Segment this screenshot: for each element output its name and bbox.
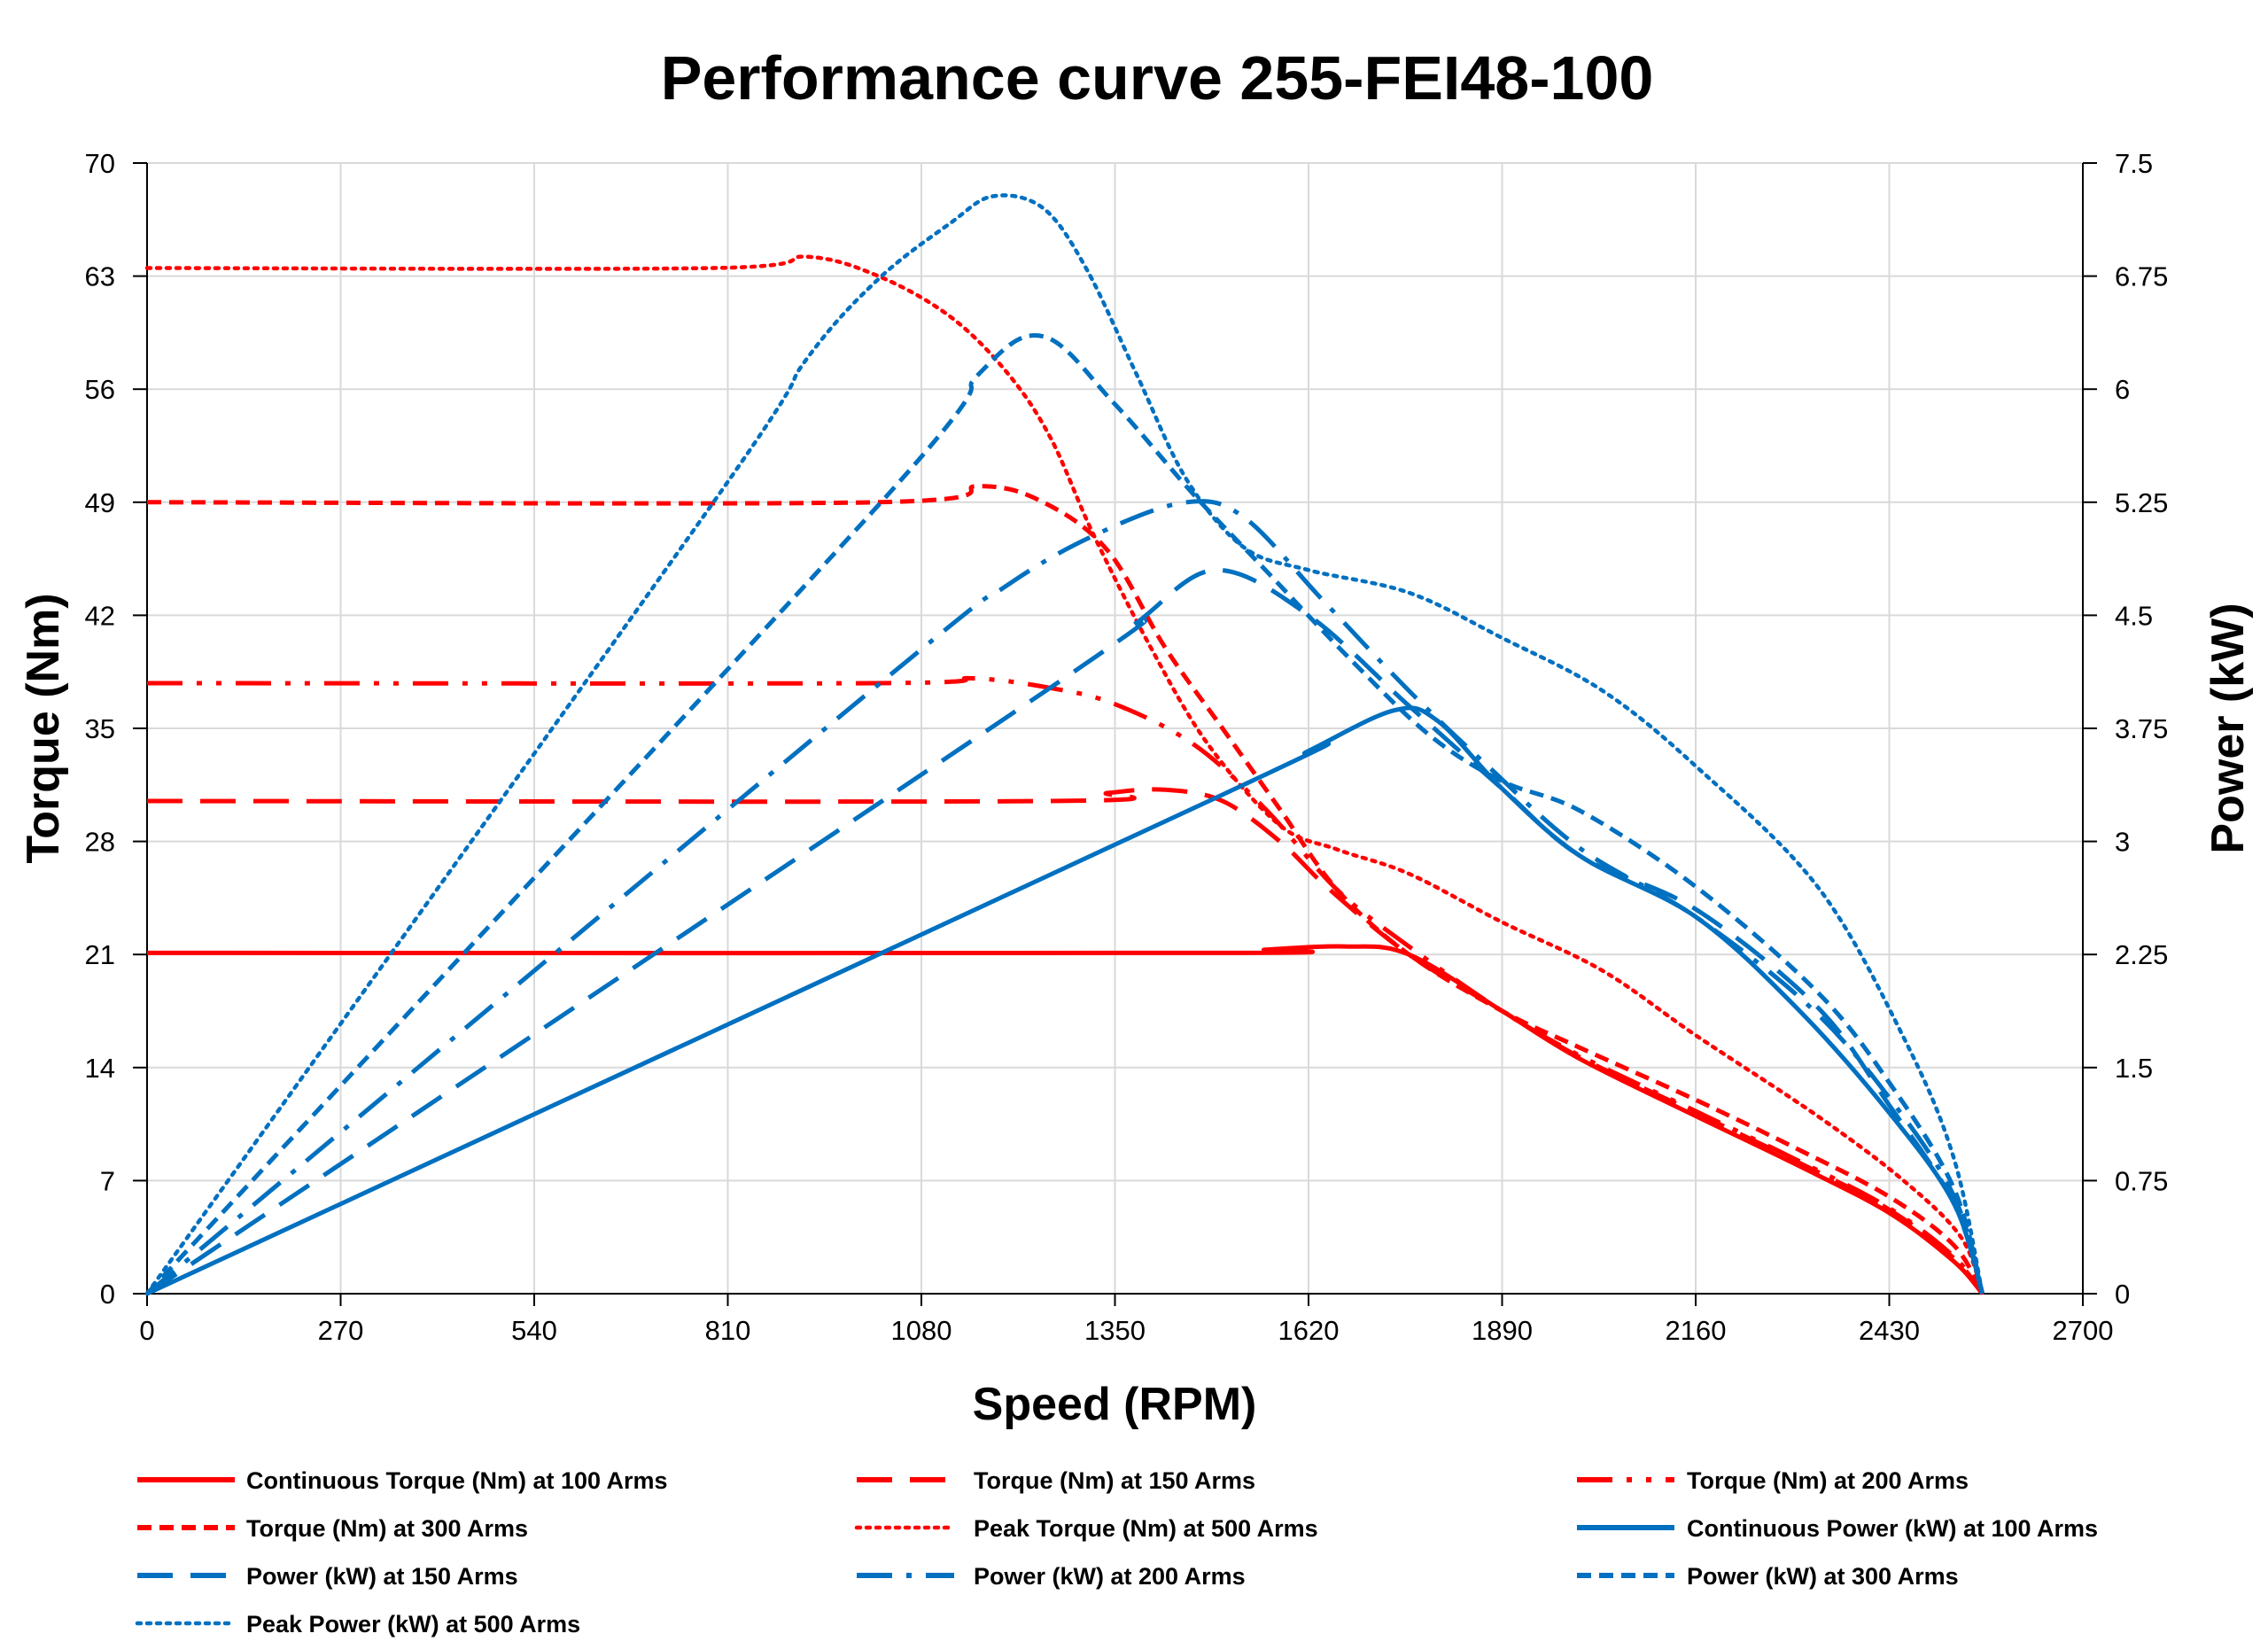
- y-tick-label: 14: [85, 1053, 115, 1084]
- y2-tick-label: 4.5: [2115, 600, 2153, 631]
- legend-label: Power (kW) at 150 Arms: [246, 1563, 518, 1590]
- y-tick-label: 0: [100, 1279, 115, 1310]
- gridlines: [147, 162, 2084, 1294]
- legend: Continuous Torque (Nm) at 100 Arms Torque…: [135, 1467, 2098, 1637]
- y2-tick-label: 3: [2115, 827, 2130, 858]
- x-tick-label: 2430: [1859, 1315, 1920, 1346]
- x-tick-label: 810: [705, 1315, 751, 1346]
- x-tick-label: 1890: [1472, 1315, 1533, 1346]
- tick-labels: 0 270 540 810 1080 1350 1620 1890 2160 2430 270007…: [85, 148, 2169, 1346]
- y2-tick-label: 2.25: [2115, 939, 2168, 970]
- legend-label: Continuous Torque (Nm) at 100 Arms: [246, 1467, 668, 1494]
- y2-tick-label: 5.25: [2115, 487, 2168, 518]
- y-tick-label: 49: [85, 487, 115, 518]
- y2-tick-label: 0: [2115, 1279, 2130, 1310]
- y-tick-label: 63: [85, 261, 115, 292]
- x-tick-label: 1620: [1278, 1315, 1340, 1346]
- legend-item: Power (kW) at 300 Arms: [1577, 1563, 1959, 1590]
- legend-label: Peak Torque (Nm) at 500 Arms: [974, 1515, 1318, 1542]
- y-axis-label: Torque (Nm): [18, 593, 69, 863]
- legend-item: Power (kW) at 200 Arms: [857, 1563, 1246, 1590]
- series-peak-torque-nm-at-500-arms: [144, 254, 1984, 1296]
- series-power-kw-at-200-arms: [145, 499, 1985, 1295]
- chart-title: Performance curve 255-FEI48-100: [661, 43, 1654, 113]
- legend-label: Power (kW) at 300 Arms: [1687, 1563, 1959, 1590]
- series-lines: [144, 193, 1985, 1296]
- x-tick-label: 0: [139, 1315, 154, 1346]
- x-tick-label: 1350: [1084, 1315, 1146, 1346]
- x-tick-label: 2160: [1666, 1315, 1727, 1346]
- legend-item: Torque (Nm) at 150 Arms: [857, 1467, 1255, 1494]
- legend-label: Power (kW) at 200 Arms: [974, 1563, 1246, 1590]
- x-tick-label: 270: [318, 1315, 364, 1346]
- series-peak-power-kw-at-500-arms: [144, 193, 1984, 1296]
- series-torque-nm-at-150-arms: [146, 787, 1984, 1295]
- y-tick-label: 70: [85, 148, 115, 179]
- legend-item: Continuous Power (kW) at 100 Arms: [1577, 1515, 2098, 1542]
- legend-label: Peak Power (kW) at 500 Arms: [246, 1611, 580, 1637]
- y2-tick-label: 1.5: [2115, 1053, 2153, 1084]
- x-tick-label: 540: [511, 1315, 557, 1346]
- y2-tick-label: 0.75: [2115, 1165, 2168, 1196]
- y2-tick-label: 6.75: [2115, 261, 2168, 292]
- legend-label: Continuous Power (kW) at 100 Arms: [1687, 1515, 2098, 1542]
- y-tick-label: 56: [85, 374, 115, 405]
- series-torque-nm-at-300-arms: [146, 484, 1984, 1295]
- y-tick-label: 28: [85, 827, 115, 858]
- series-continuous-power-kw-at-100-arms: [145, 705, 1985, 1296]
- x-tick-label: 2700: [2053, 1315, 2114, 1346]
- axes: [133, 162, 2097, 1306]
- series-torque-nm-at-200-arms: [146, 675, 1984, 1295]
- legend-item: Torque (Nm) at 300 Arms: [137, 1515, 528, 1542]
- series-continuous-torque-nm-at-100-arms: [146, 944, 1984, 1295]
- y-tick-label: 35: [85, 713, 115, 744]
- series-power-kw-at-150-arms: [145, 567, 1985, 1296]
- series-power-kw-at-300-arms: [145, 333, 1985, 1295]
- legend-item: Peak Torque (Nm) at 500 Arms: [854, 1515, 1318, 1542]
- y2-tick-label: 3.75: [2115, 713, 2168, 744]
- legend-item: Power (kW) at 150 Arms: [137, 1563, 518, 1590]
- legend-label: Torque (Nm) at 200 Arms: [1687, 1467, 1969, 1494]
- legend-label: Torque (Nm) at 150 Arms: [974, 1467, 1255, 1494]
- y-tick-label: 21: [85, 939, 115, 970]
- legend-item: Peak Power (kW) at 500 Arms: [135, 1611, 580, 1637]
- y2-tick-label: 6: [2115, 374, 2130, 405]
- legend-item: Continuous Torque (Nm) at 100 Arms: [137, 1467, 668, 1494]
- legend-label: Torque (Nm) at 300 Arms: [246, 1515, 528, 1542]
- y-tick-label: 7: [100, 1165, 115, 1196]
- x-tick-label: 1080: [891, 1315, 952, 1346]
- y2-axis-label: Power (kW): [2202, 603, 2254, 853]
- legend-item: Torque (Nm) at 200 Arms: [1577, 1467, 1969, 1494]
- x-axis-label: Speed (RPM): [973, 1379, 1257, 1430]
- y-tick-label: 42: [85, 600, 115, 631]
- y2-tick-label: 7.5: [2115, 148, 2153, 179]
